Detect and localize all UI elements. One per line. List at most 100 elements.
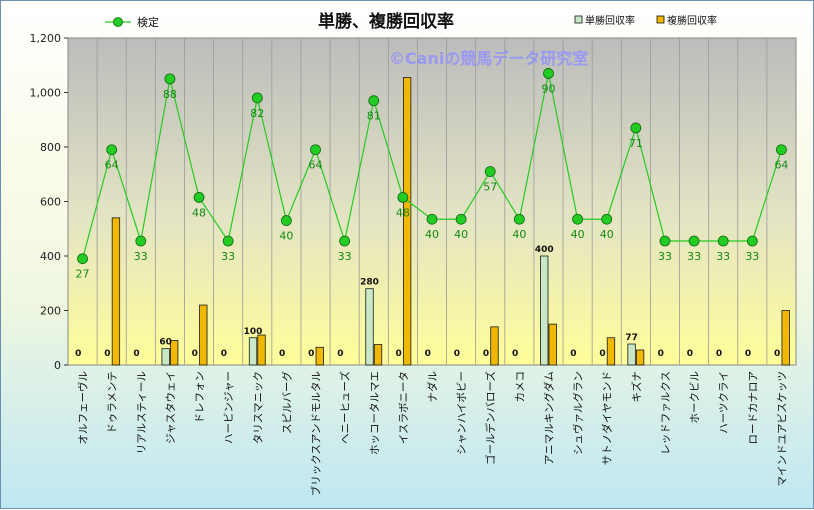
kentei-data-label: 33 [338,250,352,263]
legend: 検定 単勝回収率 複勝回収率 [105,14,717,29]
watermark: ©Caniの競馬データ研究室 [389,49,588,68]
kentei-point [601,213,613,225]
tansho-data-label: 0 [75,349,81,359]
kentei-data-label: 40 [600,228,614,241]
x-category-label: ドゥラメンテ [107,371,119,434]
tansho-data-label: 0 [192,349,198,359]
kentei-data-label: 48 [396,206,410,219]
tansho-data-label: 0 [716,349,722,359]
kentei-point [484,166,496,177]
kentei-data-label: 81 [367,110,381,123]
kentei-point [630,122,642,134]
kentei-data-label: 40 [425,228,439,241]
x-category-label: ゴールデンバローズ [484,371,497,465]
plot-area [67,37,797,366]
kentei-data-label: 33 [716,250,730,263]
kentei-data-label: 57 [483,181,497,194]
kentei-point [572,213,583,225]
kentei-data-label: 48 [192,206,206,219]
fukusho-bar [635,349,645,366]
kentei-data-label: 64 [309,159,323,172]
x-category-label: カメコ [514,371,526,403]
x-category-label: ロードカナロア [747,371,759,445]
kentei-point [280,215,292,226]
kentei-data-label: 33 [687,250,701,263]
kentei-data-label: 40 [454,228,468,241]
tansho-bar [161,348,170,366]
x-category-label: イスラボニータ [398,371,410,444]
fukusho-bar [111,217,121,366]
kentei-point [251,92,263,104]
tansho-bar [627,343,636,366]
x-category-label: ヘニーヒューズ [339,371,352,444]
kentei-data-label: 33 [658,250,672,263]
x-category-label: マインドユアビスケッツ [776,371,788,487]
tansho-data-label: 100 [244,327,263,337]
y-tick-label: 800 [40,141,61,154]
y-tick-label: 600 [40,196,61,209]
tansho-bar [248,337,258,366]
legend-line-label: 検定 [137,15,159,29]
kentei-point [397,192,409,203]
kentei-data-label: 90 [541,82,555,95]
tansho-bar [365,288,374,366]
x-category-label: シュヴァルグラン [572,371,585,455]
x-category-label: ホッコータルマエ [369,371,381,455]
kentei-data-label: 88 [163,88,177,101]
kentei-data-label: 40 [571,228,585,241]
tansho-data-label: 0 [658,349,664,359]
kentei-point [543,68,554,79]
kentei-point [455,213,467,225]
x-category-label: リアルスティール [136,371,148,454]
kentei-point [106,144,118,156]
x-category-label: ジャスタウェイ [165,371,177,444]
kentei-point [776,144,787,156]
kentei-point [513,213,525,225]
kentei-point [222,235,234,247]
y-tick-label: 1,200 [30,32,62,45]
y-tick-label: 400 [40,250,61,263]
x-category-label: ホークビル [689,371,701,424]
kentei-point [688,235,700,247]
kentei-point [746,235,758,247]
kentei-data-label: 64 [105,159,119,172]
fukusho-bar [170,340,179,366]
tansho-data-label: 0 [221,349,227,359]
chart-title: 単勝、複勝回収率 [318,11,454,32]
kentei-point [717,235,729,247]
kentei-point [426,213,438,225]
kentei-data-label: 33 [134,250,148,263]
x-category-label: スピルバーグ [280,371,293,434]
y-tick-label: 1,000 [30,87,62,100]
tansho-data-label: 0 [599,349,605,359]
x-category-label: ドレフォン [194,371,206,424]
kentei-point [659,235,671,247]
fukusho-bar [199,304,208,366]
x-category-label: サトノダイヤモンド [601,371,614,465]
x-category-label: ブリックスアンドモルタル [310,371,323,496]
kentei-data-label: 82 [250,107,264,120]
tansho-data-label: 0 [395,349,401,359]
fukusho-bar [373,344,383,366]
x-category-label: ハービンジャー [223,371,235,444]
kentei-data-label: 27 [76,268,90,281]
fukusho-bar [257,334,266,366]
x-category-label: アニマルキングダム [542,371,555,465]
x-category-label: タリスマニック [252,371,264,444]
kentei-data-label: 40 [512,228,526,241]
fukusho-bar [315,346,324,366]
kentei-point [368,95,380,107]
kentei-point [310,144,321,156]
fukusho-bar [781,310,790,366]
fukusho-bar [548,323,557,366]
x-category-label: シャンハイボビー [456,371,468,455]
tansho-data-label: 0 [774,349,780,359]
kentei-data-label: 71 [629,137,643,150]
legend-bar2-label: 複勝回収率 [667,14,717,27]
x-category-label: キズナ [630,371,643,403]
kentei-data-label: 40 [279,230,293,243]
tansho-data-label: 77 [625,333,638,343]
tansho-data-label: 0 [337,349,343,359]
tansho-data-label: 280 [360,278,379,288]
